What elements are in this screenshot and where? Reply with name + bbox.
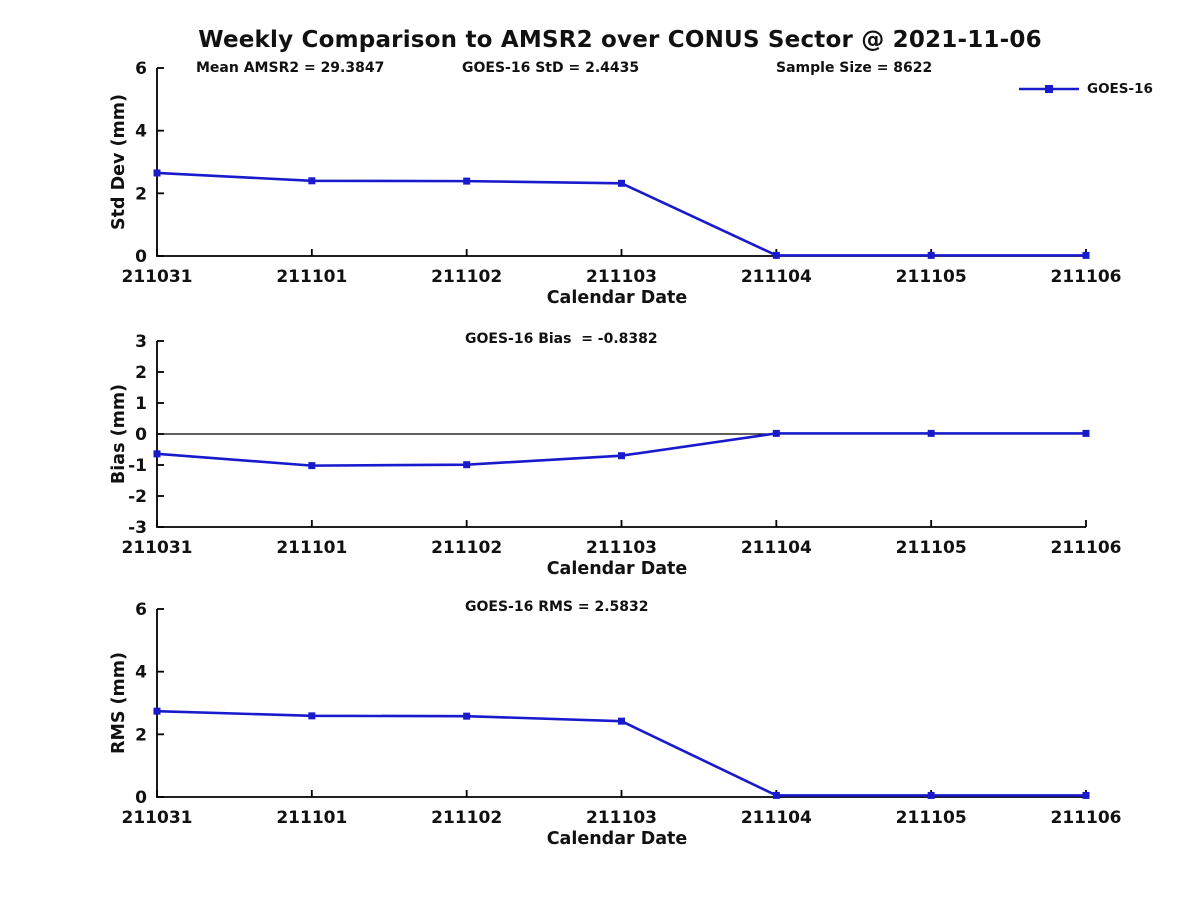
series-line-GOES-16 xyxy=(156,432,1086,467)
x-tick-label: 211105 xyxy=(896,538,967,558)
data-point-marker xyxy=(772,791,780,799)
y-tick-label: 1 xyxy=(135,394,147,414)
x-axis-label: Calendar Date xyxy=(547,559,688,579)
annotation-goes16-rms: GOES-16 RMS = 2.5832 xyxy=(465,599,649,615)
y-tick-label: -3 xyxy=(128,518,147,538)
y-tick-label: 4 xyxy=(135,663,147,683)
data-point-marker xyxy=(153,450,161,458)
x-tick-label: 211102 xyxy=(431,808,502,828)
data-point-marker xyxy=(463,461,471,469)
y-tick-label: -2 xyxy=(128,487,147,507)
data-point-marker xyxy=(308,462,316,470)
page-title: Weekly Comparison to AMSR2 over CONUS Se… xyxy=(198,27,1042,53)
annotation-sample-size: Sample Size = 8622 xyxy=(776,60,933,76)
x-tick-label: 211106 xyxy=(1051,267,1122,287)
y-tick-label: 3 xyxy=(135,332,147,352)
legend-line-marker-icon xyxy=(1019,85,1079,93)
x-tick-label: 211103 xyxy=(586,808,657,828)
y-tick-label: 2 xyxy=(135,363,147,383)
data-point-marker xyxy=(772,429,780,437)
x-axis-label: Calendar Date xyxy=(547,829,688,849)
x-axis-label: Calendar Date xyxy=(547,288,688,308)
y-tick-label: 0 xyxy=(135,425,147,445)
x-tick-label: 211101 xyxy=(276,538,347,558)
data-point-marker xyxy=(618,717,625,725)
data-point-marker xyxy=(308,177,316,185)
y-tick-label: 0 xyxy=(135,788,147,808)
data-point-marker xyxy=(618,452,625,460)
y-axis-label: Std Dev (mm) xyxy=(109,94,129,230)
x-tick-label: 211105 xyxy=(896,267,967,287)
annotation-goes16-std: GOES-16 StD = 2.4435 xyxy=(462,60,640,76)
y-tick-label: 2 xyxy=(135,725,147,745)
legend-label: GOES-16 xyxy=(1087,81,1153,97)
data-point-marker xyxy=(772,251,780,259)
axes xyxy=(156,68,1086,257)
y-axis-label: RMS (mm) xyxy=(109,652,129,754)
y-tick-label: 2 xyxy=(135,184,147,204)
legend: GOES-16 xyxy=(1018,80,1153,98)
data-point-marker xyxy=(927,429,935,437)
x-tick-label: 211104 xyxy=(741,267,812,287)
x-tick-label: 211031 xyxy=(122,267,193,287)
chart-panel-2: 0 2 4 6 211031 211101 211102 211103 211104 211105… xyxy=(109,600,1121,849)
x-tick-label: 211102 xyxy=(431,267,502,287)
data-point-marker xyxy=(1082,429,1090,437)
x-tick-label: 211104 xyxy=(741,808,812,828)
x-tick-label: 211101 xyxy=(276,808,347,828)
data-point-marker xyxy=(463,177,471,185)
data-point-marker xyxy=(153,707,161,715)
x-tick-label: 211105 xyxy=(896,808,967,828)
annotation-goes16-bias: GOES-16 Bias = -0.8382 xyxy=(465,331,658,347)
x-tick-label: 211103 xyxy=(586,538,657,558)
y-tick-label: -1 xyxy=(128,456,147,476)
data-point-marker xyxy=(618,179,625,187)
chart-panel-1: -3 -2 -1 0 1 2 3 211031 211101 211102 211103 211104… xyxy=(109,332,1121,579)
axes xyxy=(156,609,1086,798)
data-point-marker xyxy=(308,712,316,720)
y-tick-label: 6 xyxy=(135,600,147,620)
x-tick-label: 211103 xyxy=(586,267,657,287)
data-point-marker xyxy=(463,712,471,720)
x-tick-label: 211102 xyxy=(431,538,502,558)
x-tick-label: 211104 xyxy=(741,538,812,558)
data-point-marker xyxy=(153,169,161,177)
y-axis-label: Bias (mm) xyxy=(109,384,129,484)
x-tick-label: 211101 xyxy=(276,267,347,287)
x-tick-label: 211031 xyxy=(122,538,193,558)
y-tick-label: 6 xyxy=(135,59,147,79)
y-tick-label: 4 xyxy=(135,122,147,142)
x-tick-label: 211031 xyxy=(122,808,193,828)
data-point-marker xyxy=(927,791,935,799)
data-point-marker xyxy=(1082,251,1090,259)
data-point-marker xyxy=(927,251,935,259)
y-tick-label: 0 xyxy=(135,247,147,267)
x-tick-label: 211106 xyxy=(1051,538,1122,558)
chart-panel-0: 0 2 4 6 211031 211101 211102 211103 211104 211105… xyxy=(109,59,1121,308)
x-tick-label: 211106 xyxy=(1051,808,1122,828)
data-point-marker xyxy=(1082,791,1090,799)
annotation-mean-amsr2: Mean AMSR2 = 29.3847 xyxy=(196,60,385,76)
